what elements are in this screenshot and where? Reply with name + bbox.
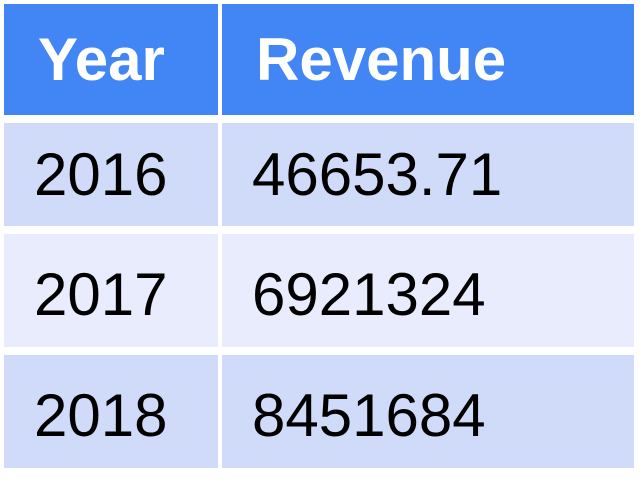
column-header-revenue: Revenue [222,4,634,115]
revenue-cell: 8451684 [222,355,634,468]
revenue-cell: 6921324 [222,234,634,347]
year-cell: 2018 [4,355,218,468]
year-cell: 2016 [4,123,218,226]
revenue-cell: 46653.71 [222,123,634,226]
column-header-year: Year [4,4,218,115]
data-table: Year Revenue 2016 46653.71 2017 6921324 … [4,4,634,468]
year-cell: 2017 [4,234,218,347]
